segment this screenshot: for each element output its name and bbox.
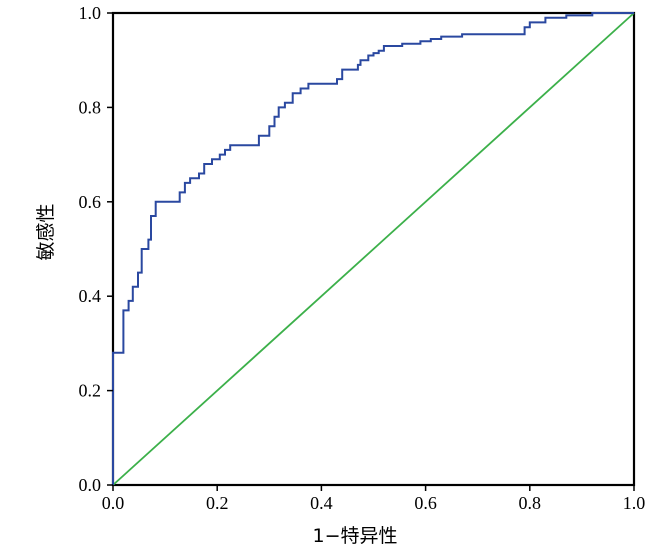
x-tick-label: 0.0 bbox=[102, 493, 125, 513]
x-tick-label: 0.2 bbox=[206, 493, 229, 513]
y-axis-title: 敏感性 bbox=[35, 203, 57, 260]
x-tick-label: 1.0 bbox=[623, 493, 646, 513]
roc-curve-line bbox=[112, 12, 634, 485]
x-tick-label: 0.8 bbox=[519, 493, 542, 513]
y-tick-label: 0.0 bbox=[79, 475, 102, 495]
x-tick-label: 0.6 bbox=[414, 493, 437, 513]
y-tick-label: 1.0 bbox=[79, 3, 102, 23]
plot-border bbox=[111, 11, 636, 487]
y-tick-label: 0.6 bbox=[79, 192, 102, 212]
ticks-layer: 0.0 0.2 0.4 0.6 0.8 1.0 0.0 0.2 0.4 0.6 0.8 1.0 bbox=[79, 3, 646, 513]
x-axis-title: 1−特异性 bbox=[312, 525, 397, 547]
y-tick-label: 0.8 bbox=[79, 97, 102, 117]
x-tick-label: 0.4 bbox=[310, 493, 333, 513]
y-tick-label: 0.4 bbox=[79, 286, 102, 306]
y-tick-label: 0.2 bbox=[79, 381, 102, 401]
plot-frame bbox=[111, 11, 636, 487]
reference-diagonal-line bbox=[112, 12, 635, 486]
series-layer bbox=[112, 12, 635, 486]
